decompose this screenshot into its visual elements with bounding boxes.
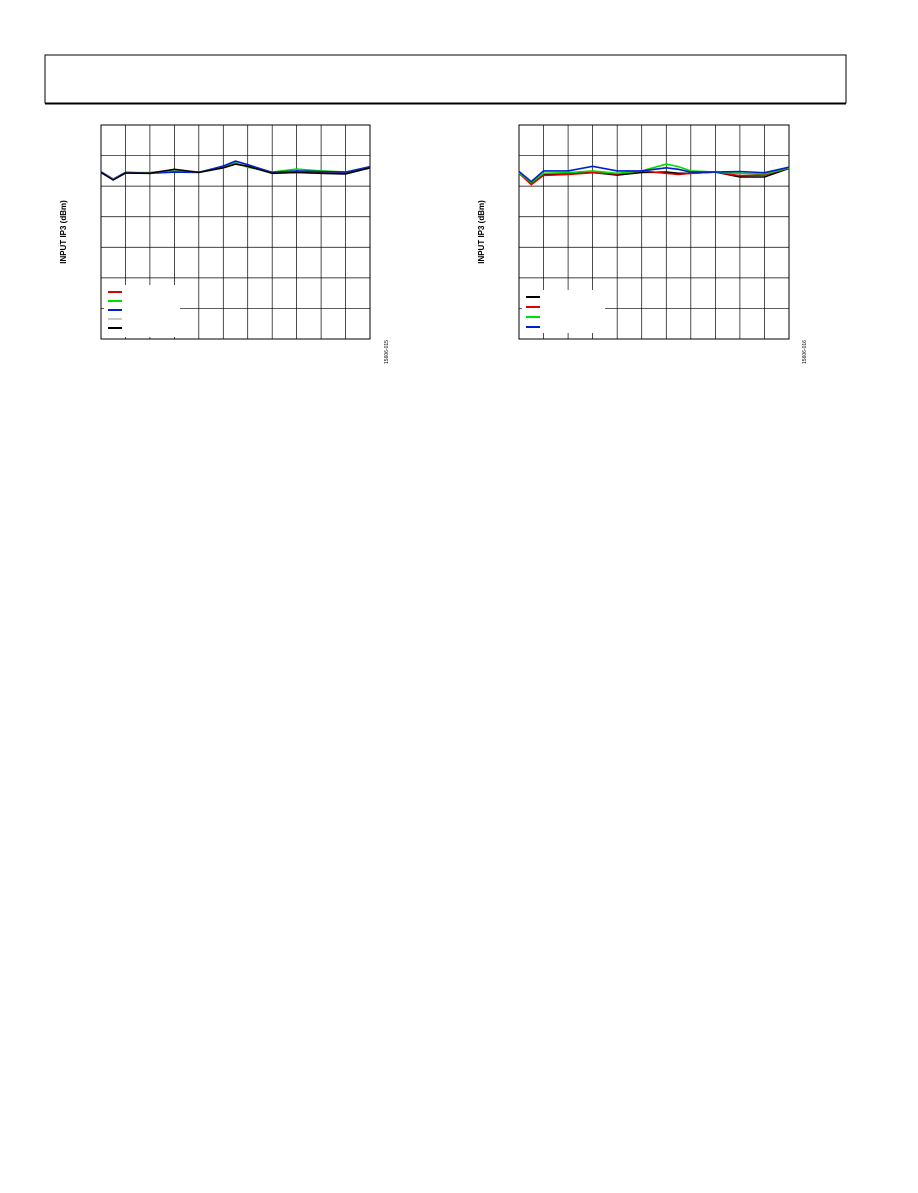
y-axis-label: INPUT IP3 (dBm) bbox=[477, 200, 486, 264]
series-line bbox=[518, 165, 790, 183]
figure-id: 15606-016 bbox=[802, 340, 808, 364]
plot-frame bbox=[100, 124, 371, 340]
y-axis-label: INPUT IP3 (dBm) bbox=[59, 200, 68, 264]
figure-id: 15606-015 bbox=[384, 340, 390, 364]
series-line bbox=[518, 163, 790, 184]
plot-frame bbox=[518, 124, 790, 340]
series-line bbox=[518, 167, 790, 186]
header-box bbox=[44, 54, 847, 104]
series-line bbox=[100, 163, 371, 181]
